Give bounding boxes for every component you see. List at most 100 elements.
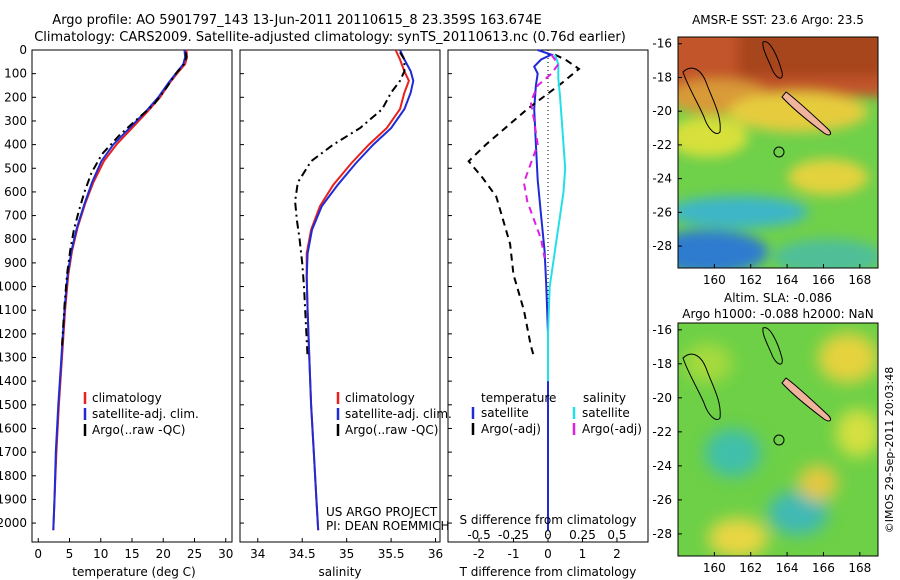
salinity-series	[294, 49, 415, 531]
legend-argo-label: Argo(..raw -QC)	[92, 423, 185, 437]
depth-tick-label: 600	[4, 185, 27, 199]
series-line	[547, 54, 567, 382]
sla-lat-tick-label: -22	[652, 425, 672, 439]
depth-tick-label: 2000	[0, 516, 27, 530]
imos-credit: ©IMOS 29-Sep-2011 20:03:48	[883, 367, 896, 533]
legend-s-satellite-label: satellite	[582, 406, 630, 420]
sla-lat-tick-label: -28	[652, 527, 672, 541]
depth-axis-ticks: 0 100 200 300 400 500 600 700 800 900 1000 1100 1200…	[0, 43, 36, 530]
sst-lat-ticks: -16 -18 -20 -22 -24 -26 -28	[652, 37, 682, 253]
credit-pi: PI: DEAN ROEMMICH	[326, 519, 449, 533]
sst-map-image	[678, 37, 878, 268]
sst-lat-tick-label: -18	[652, 70, 672, 84]
legend-t-argo-label: Argo(-adj)	[481, 422, 541, 436]
legend-salinity-title: salinity	[583, 391, 626, 405]
coastline	[682, 353, 721, 420]
legend-t-satellite-label: satellite	[481, 406, 529, 420]
sla-map-frame	[677, 322, 879, 557]
series-line	[522, 54, 560, 259]
temperature-tick-label: 20	[156, 547, 171, 561]
sla-lat-tick-label: -20	[652, 391, 672, 405]
depth-tick-label: 300	[4, 114, 27, 128]
s-difference-tick-label: -0.5	[467, 528, 490, 542]
sla-map-title-2: Argo h1000: -0.088 h2000: NaN	[682, 307, 874, 321]
new-caledonia-island	[781, 377, 832, 422]
sla-lat-tick-label: -16	[652, 323, 672, 337]
sla-lon-tick-label: 164	[776, 561, 799, 575]
t-difference-tick-label: 1	[579, 547, 587, 561]
s-difference-tick-label: 0.25	[569, 528, 596, 542]
depth-tick-label: 0	[19, 43, 27, 57]
t-difference-label: T difference from climatology	[459, 565, 637, 579]
temperature-tick-label: 10	[93, 547, 108, 561]
argo-float-marker	[773, 146, 785, 158]
depth-tick-label: 900	[4, 256, 27, 270]
sst-map-frame	[677, 36, 879, 269]
sst-lon-tick-label: 160	[703, 273, 726, 287]
series-line	[467, 53, 581, 358]
legend-climatology-label: climatology	[92, 391, 162, 405]
s-difference-tick-label: -0.25	[498, 528, 529, 542]
difference-panel: -2 -1 0 1 2 -0.5 -0.25 0 0.25 0.5 S difference f…	[447, 49, 649, 579]
salinity-depth-ticks	[240, 49, 244, 524]
title-line1: Argo profile: AO 5901797_143 13-Jun-2011…	[52, 13, 541, 28]
sst-lat-tick-label: -24	[652, 172, 672, 186]
title-line2: Climatology: CARS2009. Satellite-adjuste…	[34, 30, 626, 45]
difference-depth-ticks	[448, 49, 452, 524]
new-caledonia-island	[781, 91, 832, 136]
salinity-tick-label: 35	[339, 547, 354, 561]
depth-tick-label: 1800	[0, 469, 27, 483]
temperature-panel: 0100200300400500600700800900100011001200…	[0, 43, 233, 579]
sst-lon-tick-label: 168	[848, 273, 871, 287]
sst-lon-tick-label: 162	[739, 273, 762, 287]
credit-project: US ARGO PROJECT	[326, 505, 438, 519]
temperature-tick-label: 15	[124, 547, 139, 561]
coastline	[682, 67, 721, 134]
salinity-tick-label: 34	[250, 547, 265, 561]
t-difference-tick-label: 0	[544, 547, 552, 561]
temperature-tick-label: 5	[66, 547, 74, 561]
sst-lat-tick-label: -20	[652, 104, 672, 118]
depth-tick-label: 1100	[0, 303, 27, 317]
sst-lon-tick-label: 164	[776, 273, 799, 287]
temperature-series	[52, 49, 189, 531]
sst-map-title: AMSR-E SST: 23.6 Argo: 23.5	[692, 13, 864, 27]
t-difference-tick-label: -2	[473, 547, 485, 561]
sst-lat-tick-label: -22	[652, 138, 672, 152]
s-difference-tick-label: 0	[544, 528, 552, 542]
depth-tick-label: 1200	[0, 327, 27, 341]
sla-map-image	[678, 323, 878, 556]
salinity-tick-label: 34.5	[289, 547, 316, 561]
depth-tick-label: 500	[4, 161, 27, 175]
sst-lat-tick-label: -28	[652, 239, 672, 253]
depth-tick-label: 100	[4, 67, 27, 81]
sla-lat-tick-label: -18	[652, 357, 672, 371]
s-difference-label: S difference from climatology	[460, 513, 637, 527]
coastline	[762, 327, 783, 365]
salinity-tick-label: 36	[428, 547, 443, 561]
salinity-panel: 34 34.5 35 35.5 36 salinity climatology sate…	[239, 49, 452, 579]
depth-tick-label: 700	[4, 209, 27, 223]
t-difference-tick-label: -1	[508, 547, 520, 561]
sla-lon-tick-label: 166	[812, 561, 835, 575]
salinity-tick-label: 35.5	[378, 547, 405, 561]
sla-lat-tick-label: -26	[652, 493, 672, 507]
depth-tick-label: 1700	[0, 445, 27, 459]
depth-tick-label: 200	[4, 90, 27, 104]
series-line	[52, 49, 189, 531]
series-line	[305, 49, 410, 531]
t-difference-axis-ticks: -2 -1 0 1 2	[473, 538, 621, 561]
depth-tick-label: 1400	[0, 374, 27, 388]
sst-lon-tick-label: 166	[812, 273, 835, 287]
sst-map-panel: AMSR-E SST: 23.6 Argo: 23.5	[652, 13, 879, 287]
difference-legend: temperature salinity satellite Argo(-adj…	[471, 391, 642, 436]
legend-temperature-title: temperature	[481, 391, 556, 405]
salinity-xlabel: salinity	[318, 565, 361, 579]
sla-lat-tick-label: -24	[652, 459, 672, 473]
legend-s-argo-label: Argo(-adj)	[582, 422, 642, 436]
s-difference-tick-label: 0.5	[607, 528, 626, 542]
depth-tick-label: 800	[4, 232, 27, 246]
depth-tick-label: 1900	[0, 492, 27, 506]
salinity-legend: climatology satellite-adj. clim. Argo(..…	[336, 391, 452, 437]
